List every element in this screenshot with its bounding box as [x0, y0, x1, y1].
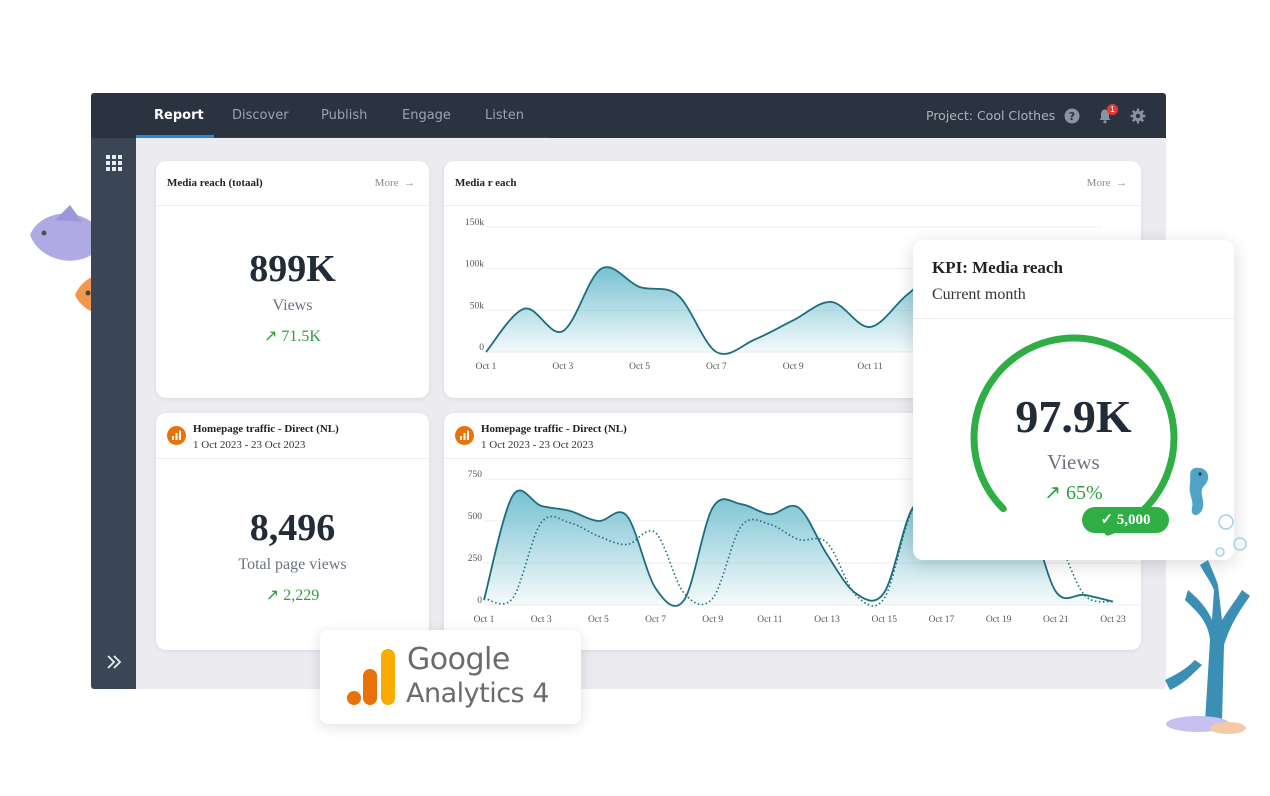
- logo-text-google: Google: [407, 642, 510, 677]
- kpi-delta-value: 65%: [1066, 482, 1103, 504]
- card-header: Media r each More →: [444, 161, 1141, 206]
- kpi-subtitle: Current month: [932, 286, 1026, 303]
- x-tick-label: Oct 15: [871, 615, 897, 625]
- metric-delta: ↗ 2,229: [156, 585, 429, 605]
- more-label: More: [374, 177, 399, 189]
- google-analytics-4-logo: Google Analytics 4: [320, 630, 581, 724]
- y-tick-label: 50k: [470, 301, 485, 311]
- kpi-target-badge: ✓ 5,000: [1082, 507, 1169, 533]
- help-circle-icon[interactable]: ?: [1064, 108, 1080, 124]
- x-tick-label: Oct 3: [531, 615, 552, 625]
- media-reach-total-card: Media reach (totaal) More → 899K Views ↗…: [156, 161, 429, 398]
- kpi-divider: [913, 318, 1234, 319]
- x-tick-label: Oct 19: [986, 615, 1012, 625]
- purple-fish-icon: [30, 205, 125, 261]
- kpi-target-value: 5,000: [1116, 512, 1151, 528]
- project-selector[interactable]: Project: Cool Clothes: [926, 108, 1056, 123]
- x-tick-label: Oct 1: [476, 362, 497, 372]
- tab-engage[interactable]: Engage: [402, 108, 451, 123]
- metric-value: 899K: [249, 248, 336, 290]
- x-tick-label: Oct 11: [757, 615, 782, 625]
- x-tick-label: Oct 11: [857, 362, 882, 372]
- y-tick-label: 500: [468, 512, 483, 522]
- x-tick-label: Oct 17: [929, 615, 955, 625]
- card-header: Homepage traffic - Direct (NL) 1 Oct 202…: [444, 413, 1141, 459]
- card-header: Media reach (totaal) More →: [156, 161, 429, 206]
- y-tick-label: 100k: [465, 260, 484, 270]
- metric-value: 8,496: [249, 507, 336, 549]
- kpi-media-reach-card: KPI: Media reach Current month 97.9K Vie…: [913, 240, 1234, 560]
- metric-delta: ↗ 71.5K: [156, 326, 429, 346]
- coral-icon: [1165, 560, 1250, 734]
- tab-publish[interactable]: Publish: [321, 108, 368, 123]
- y-tick-label: 250: [468, 554, 483, 564]
- card-title: Homepage traffic - Direct (NL): [481, 423, 627, 435]
- x-tick-label: Oct 9: [702, 615, 723, 625]
- card-title: Media r each: [455, 177, 517, 189]
- arrow-right-icon: →: [401, 177, 415, 189]
- tab-listen[interactable]: Listen: [485, 108, 524, 123]
- more-link[interactable]: More →: [375, 177, 415, 189]
- metric-unit: Total page views: [238, 556, 347, 573]
- more-label: More: [1086, 177, 1111, 189]
- google-analytics-icon: [455, 426, 474, 445]
- top-navigation-bar: Report Discover Publish Engage Listen Pr…: [91, 93, 1166, 138]
- tab-report[interactable]: Report: [154, 108, 204, 123]
- x-tick-label: Oct 1: [474, 615, 495, 625]
- homepage-traffic-total-card: Homepage traffic - Direct (NL) 1 Oct 202…: [156, 413, 429, 650]
- ocean-decoration: [1165, 467, 1250, 734]
- kpi-delta: ↗ 65%: [913, 480, 1234, 505]
- x-tick-label: Oct 7: [645, 615, 666, 625]
- card-title: Media reach (totaal): [167, 177, 263, 189]
- gauge-progress-arc: [970, 334, 1178, 536]
- y-tick-label: 150k: [465, 218, 484, 228]
- x-tick-label: Oct 9: [783, 362, 804, 372]
- ga4-bars-icon: [347, 649, 395, 705]
- y-tick-label: 0: [479, 343, 484, 353]
- date-range: 1 Oct 2023 - 23 Oct 2023: [481, 439, 594, 451]
- kpi-unit: Views: [1047, 450, 1100, 474]
- date-range: 1 Oct 2023 - 23 Oct 2023: [193, 439, 306, 451]
- card-title: Homepage traffic - Direct (NL): [193, 423, 339, 435]
- seahorse-icon: [1189, 467, 1209, 516]
- card-header: Homepage traffic - Direct (NL) 1 Oct 202…: [156, 413, 429, 459]
- tab-discover[interactable]: Discover: [232, 108, 289, 123]
- check-icon: ✓: [1100, 512, 1114, 528]
- trend-up-icon: ↗: [265, 587, 280, 604]
- x-tick-label: Oct 23: [1100, 615, 1126, 625]
- y-tick-label: 750: [468, 470, 483, 480]
- delta-value: 2,229: [283, 587, 320, 604]
- metric-unit: Views: [272, 297, 313, 314]
- trend-up-icon: ↗: [1044, 482, 1062, 504]
- bubbles-icon: [1215, 514, 1247, 557]
- grid-icon[interactable]: [105, 154, 123, 172]
- x-tick-label: Oct 13: [814, 615, 840, 625]
- kpi-value: 97.9K: [1015, 391, 1132, 442]
- active-tab-indicator: [136, 135, 214, 138]
- x-tick-label: Oct 21: [1043, 615, 1069, 625]
- x-tick-label: Oct 5: [588, 615, 609, 625]
- google-analytics-icon: [167, 426, 186, 445]
- trend-up-icon: ↗: [264, 328, 278, 345]
- notification-badge: 1: [1107, 104, 1118, 115]
- tab-divider: [214, 137, 549, 138]
- y-tick-label: 0: [477, 596, 482, 606]
- x-tick-label: Oct 3: [552, 362, 573, 372]
- svg-text:?: ?: [1069, 110, 1075, 123]
- sidebar: [91, 138, 136, 689]
- more-link[interactable]: More →: [1087, 177, 1127, 189]
- x-tick-label: Oct 7: [706, 362, 727, 372]
- arrow-right-icon: →: [1113, 177, 1127, 189]
- delta-value: 71.5K: [281, 328, 321, 345]
- kpi-gauge: [970, 334, 1178, 536]
- double-chevron-right-icon[interactable]: [105, 653, 123, 671]
- kpi-title: KPI: Media reach: [932, 258, 1063, 277]
- logo-text-analytics: Analytics 4: [406, 678, 549, 709]
- gear-icon[interactable]: [1130, 108, 1146, 124]
- x-tick-label: Oct 5: [629, 362, 650, 372]
